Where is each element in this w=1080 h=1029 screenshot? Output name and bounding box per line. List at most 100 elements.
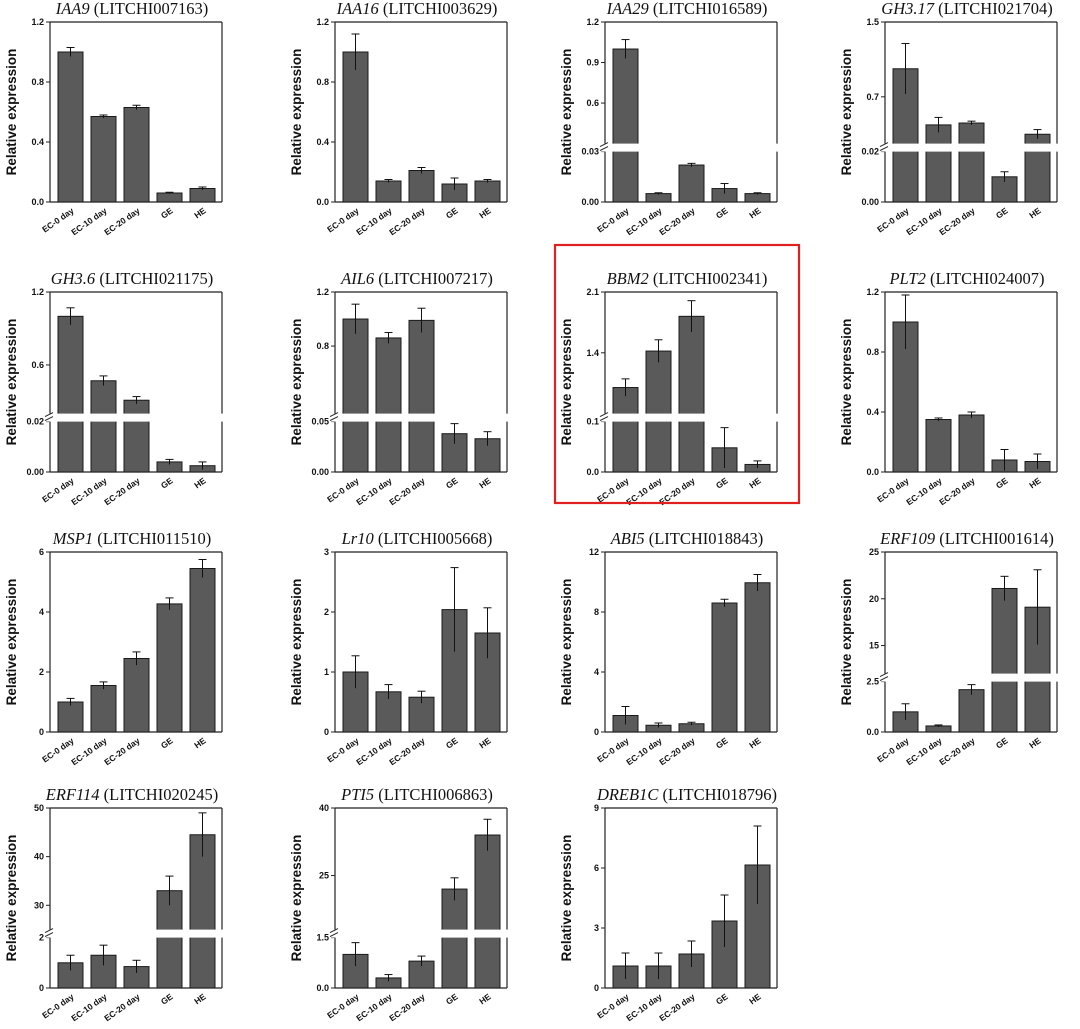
x-tick-label: EC-20 day: [387, 735, 427, 767]
y-tick-label: 0: [39, 983, 44, 993]
axis-break-gap: [879, 673, 1063, 682]
bar: [342, 318, 369, 473]
chart-panel-pti5: PTI5 (LITCHI006863) Relative expression 0.…: [289, 785, 513, 1023]
y-tick-label: 0.03: [581, 147, 599, 157]
y-tick-label: 2.1: [586, 287, 599, 297]
x-tick-label: GE: [444, 735, 460, 750]
bar: [678, 315, 705, 473]
x-tick-label: HE: [192, 475, 208, 490]
y-tick-label: 0: [324, 727, 329, 737]
chart-title: PTI5 (LITCHI006863): [340, 785, 493, 804]
gene-id: (LITCHI021175): [99, 269, 213, 288]
bar: [474, 180, 501, 203]
chart-panel-gh3-17: GH3.17 (LITCHI021704) Relative expression…: [839, 0, 1063, 237]
x-tick-label: GE: [444, 475, 460, 490]
axis-break-mark: [329, 928, 339, 934]
y-tick-label: 3: [324, 547, 329, 557]
y-tick-label: 8: [594, 607, 599, 617]
y-tick-label: 0.6: [31, 360, 44, 370]
y-tick-label: 1.5: [866, 17, 879, 27]
bar: [408, 170, 435, 203]
x-tick-label: EC-20 day: [102, 205, 142, 237]
bar: [156, 192, 183, 203]
gene-id: (LITCHI006863): [378, 785, 493, 804]
bar: [744, 193, 771, 203]
x-tick-label: GE: [714, 205, 730, 220]
bar: [342, 51, 369, 203]
x-tick-label: EC-10 day: [354, 991, 394, 1023]
y-tick-label: 25: [319, 871, 329, 881]
y-tick-label: 1.2: [586, 17, 599, 27]
gene-name: PLT2: [888, 269, 925, 288]
x-tick-label: GE: [159, 991, 175, 1006]
chart-panel-erf114: ERF114 (LITCHI020245) Relative expression…: [4, 785, 228, 1023]
bar: [612, 387, 639, 473]
y-tick-label: 0: [594, 727, 599, 737]
axis-break-gap: [599, 143, 783, 152]
y-axis-label: Relative expression: [4, 49, 19, 176]
gene-name: PTI5: [340, 785, 374, 804]
x-tick-label: HE: [477, 205, 493, 220]
x-tick-label: HE: [747, 475, 763, 490]
y-tick-label: 0.05: [311, 417, 329, 427]
chart-title: IAA9 (LITCHI007163): [55, 0, 209, 18]
gene-name: IAA9: [55, 0, 90, 18]
bar: [408, 319, 435, 473]
bar: [645, 350, 672, 473]
y-tick-label: 0.0: [316, 197, 329, 207]
bar: [189, 188, 216, 203]
y-tick-label: 0.6: [586, 98, 599, 108]
y-tick-label: 4: [39, 607, 44, 617]
y-axis-label: Relative expression: [289, 319, 304, 446]
y-tick-label: 0.1: [586, 417, 599, 427]
y-tick-label: 40: [34, 852, 44, 862]
x-tick-label: HE: [477, 991, 493, 1006]
y-axis-label: Relative expression: [559, 835, 574, 962]
y-tick-label: 0.0: [586, 467, 599, 477]
chart-title: ERF109 (LITCHI001614): [879, 529, 1054, 548]
y-tick-label: 0.4: [316, 137, 329, 147]
y-tick-label: 1.2: [31, 287, 44, 297]
bar: [375, 180, 402, 203]
chart-title: ABI5 (LITCHI018843): [610, 529, 764, 548]
gene-name: AIL6: [340, 269, 375, 288]
y-tick-label: 0: [594, 983, 599, 993]
y-tick-label: 0.8: [866, 347, 879, 357]
y-tick-label: 2: [324, 607, 329, 617]
bar: [925, 419, 952, 473]
y-tick-label: 0.7: [866, 92, 879, 102]
y-tick-label: 0.8: [316, 341, 329, 351]
y-tick-label: 0.8: [316, 77, 329, 87]
gene-name: ERF114: [45, 785, 100, 804]
y-tick-label: 2.5: [866, 677, 879, 687]
axis-break-mark: [599, 412, 609, 418]
chart-panel-iaa9: IAA9 (LITCHI007163) Relative expression 0.…: [4, 0, 223, 237]
y-tick-label: 20: [869, 594, 879, 604]
x-tick-label: EC-20 day: [657, 735, 697, 767]
bar: [958, 689, 985, 733]
axis-break-mark: [329, 412, 339, 418]
y-tick-label: 0.9: [586, 58, 599, 68]
bar: [57, 315, 84, 473]
y-tick-label: 0.00: [861, 197, 879, 207]
axis-break-mark: [44, 928, 54, 934]
y-tick-label: 9: [594, 803, 599, 813]
gene-name: ERF109: [879, 529, 935, 548]
bar: [123, 107, 150, 203]
x-tick-label: EC-20 day: [102, 735, 142, 767]
y-tick-label: 1.5: [316, 933, 329, 943]
y-tick-label: 0.4: [31, 137, 44, 147]
axis-break-mark: [879, 676, 889, 682]
chart-title: BBM2 (LITCHI002341): [607, 269, 768, 288]
y-tick-label: 0.8: [31, 77, 44, 87]
bar: [958, 414, 985, 473]
y-tick-label: 0.0: [31, 197, 44, 207]
y-tick-label: 0.02: [26, 417, 44, 427]
bar: [958, 122, 985, 203]
x-tick-label: EC-10 day: [624, 991, 664, 1023]
bar: [474, 834, 501, 989]
chart-panel-dreb1c: DREB1C (LITCHI018796) Relative expression…: [559, 785, 778, 1023]
y-axis-label: Relative expression: [289, 579, 304, 706]
bar: [123, 399, 150, 473]
bar: [711, 602, 738, 733]
